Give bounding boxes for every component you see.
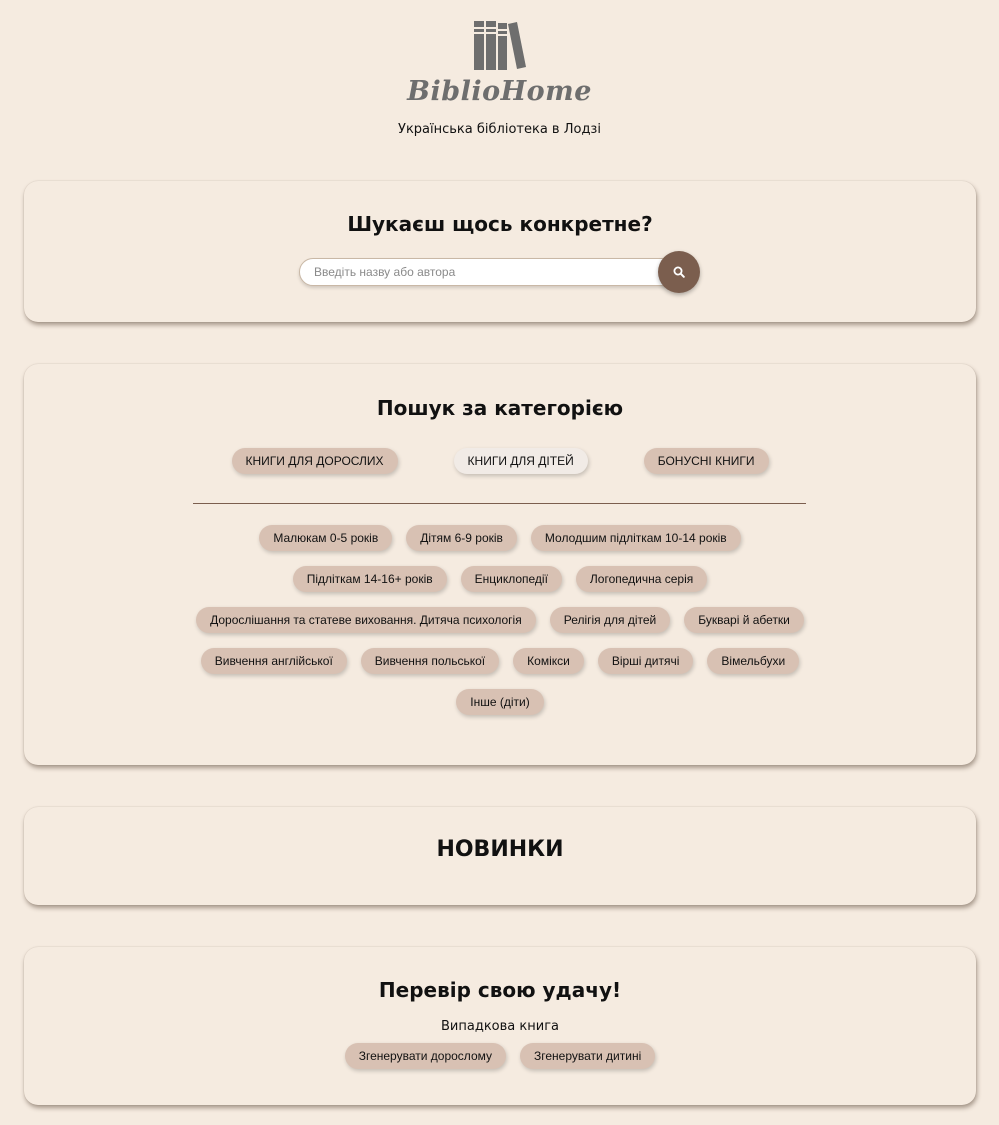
category-tabs: КНИГИ ДЛЯ ДОРОСЛИХ КНИГИ ДЛЯ ДІТЕЙ БОНУС… — [24, 448, 976, 474]
books-logo-icon — [474, 21, 526, 70]
subcategory-religion[interactable]: Релігія для дітей — [549, 607, 671, 633]
subcategory-comics[interactable]: Комікси — [513, 648, 584, 674]
subcategory-english[interactable]: Вивчення англійської — [200, 648, 347, 674]
subcategory-toddlers[interactable]: Малюкам 0-5 років — [259, 525, 393, 551]
subcategory-speech-therapy[interactable]: Логопедична серія — [575, 566, 708, 592]
subcategory-list: Малюкам 0-5 років Дітям 6-9 років Молодш… — [184, 525, 816, 715]
generate-adult-button[interactable]: Згенерувати дорослому — [344, 1043, 506, 1069]
site-header: BiblioHome Українська бібліотека в Лодзі — [0, 0, 999, 150]
site-tagline: Українська бібліотека в Лодзі — [398, 122, 601, 137]
category-title: Пошук за категорією — [376, 396, 624, 420]
category-section: Пошук за категорією КНИГИ ДЛЯ ДОРОСЛИХ К… — [24, 364, 976, 765]
random-book-subtitle: Випадкова книга — [441, 1019, 559, 1034]
tab-bonus-books[interactable]: БОНУСНІ КНИГИ — [643, 448, 769, 474]
search-title: Шукаєш щось конкретне? — [347, 212, 653, 236]
subcategory-encyclopedias[interactable]: Енциклопедії — [460, 566, 562, 592]
new-arrivals-section: НОВИНКИ — [24, 807, 976, 905]
subcategory-kids-6-9[interactable]: Дітям 6-9 років — [406, 525, 517, 551]
subcategory-polish[interactable]: Вивчення польської — [360, 648, 500, 674]
search-input[interactable] — [299, 258, 679, 286]
logo-text[interactable]: BiblioHome — [407, 76, 592, 107]
subcategory-growing-up[interactable]: Дорослішання та статеве виховання. Дитяч… — [196, 607, 536, 633]
random-book-section: Перевір свою удачу! Випадкова книга Зген… — [24, 947, 976, 1105]
subcategory-poems[interactable]: Вірші дитячі — [597, 648, 694, 674]
subcategory-other[interactable]: Інше (діти) — [456, 689, 544, 715]
tab-adult-books[interactable]: КНИГИ ДЛЯ ДОРОСЛИХ — [231, 448, 398, 474]
random-book-title: Перевір свою удачу! — [378, 978, 622, 1002]
subcategory-preteens[interactable]: Молодшим підліткам 10-14 років — [530, 525, 741, 551]
search-button[interactable] — [658, 251, 700, 293]
generate-child-button[interactable]: Згенерувати дитині — [520, 1043, 656, 1069]
subcategory-alphabet-books[interactable]: Букварі й абетки — [684, 607, 804, 633]
tab-children-books[interactable]: КНИГИ ДЛЯ ДІТЕЙ — [453, 448, 588, 474]
subcategory-wimmelbooks[interactable]: Вімельбухи — [707, 648, 800, 674]
subcategory-teens[interactable]: Підліткам 14-16+ років — [292, 566, 447, 592]
search-section: Шукаєш щось конкретне? — [24, 181, 976, 322]
search-icon — [673, 266, 685, 278]
new-arrivals-title: НОВИНКИ — [436, 837, 564, 862]
category-divider — [193, 503, 806, 504]
random-book-buttons: Згенерувати дорослому Згенерувати дитині — [24, 1043, 976, 1069]
